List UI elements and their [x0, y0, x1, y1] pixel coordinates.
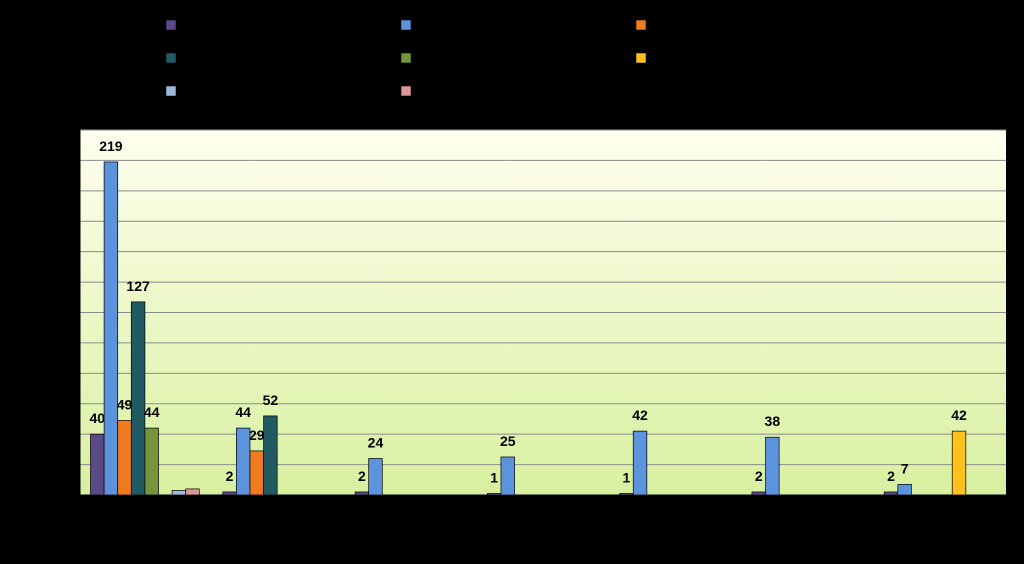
- data-label: 42: [632, 407, 648, 423]
- bar: [103, 161, 119, 496]
- data-label: 29: [249, 427, 265, 443]
- bar: [765, 436, 780, 496]
- bar: [185, 488, 200, 496]
- data-label: 25: [500, 433, 516, 449]
- data-label: 1: [623, 469, 631, 485]
- data-label: 7: [901, 460, 909, 476]
- data-label: 2: [887, 468, 895, 484]
- bar: [951, 430, 967, 496]
- legend-swatch: [635, 52, 647, 64]
- legend-swatch: [400, 85, 412, 97]
- data-label: 1: [490, 469, 498, 485]
- data-label: 42: [951, 407, 967, 423]
- data-label: 219: [99, 138, 123, 154]
- data-label: 2: [358, 468, 366, 484]
- bar: [130, 301, 146, 496]
- bar: [883, 491, 899, 496]
- bar: [249, 450, 264, 496]
- legend-swatch: [165, 52, 177, 64]
- bar: [897, 484, 912, 496]
- bar: [487, 493, 502, 496]
- legend-swatch: [165, 85, 177, 97]
- gridlines: [80, 129, 1006, 466]
- legend-swatch: [400, 19, 412, 31]
- data-label: 44: [144, 404, 160, 420]
- bar: [117, 420, 132, 496]
- data-label: 24: [368, 435, 384, 451]
- legend-swatch: [400, 52, 412, 64]
- data-label: 40: [90, 410, 106, 426]
- bar: [751, 491, 766, 496]
- bar: [171, 490, 187, 496]
- legend-swatch: [635, 19, 647, 31]
- data-label: 44: [235, 404, 251, 420]
- bar: [90, 433, 105, 496]
- data-label: 52: [263, 392, 279, 408]
- bar: [222, 491, 237, 496]
- legend: [165, 19, 647, 97]
- legend-swatch: [165, 19, 177, 31]
- data-label: 2: [226, 468, 234, 484]
- bar: [354, 491, 370, 496]
- bar: [368, 458, 383, 496]
- data-labels: 40 2 2 1 1 2 2 219 44 24 25 42 38 7 49 29 127 52 44 42: [90, 138, 968, 486]
- data-label: 38: [765, 413, 781, 429]
- bar: [236, 427, 251, 496]
- data-label: 2: [755, 468, 763, 484]
- data-label: 127: [126, 278, 150, 294]
- bar: [144, 427, 159, 496]
- bar: [263, 415, 278, 496]
- bar: [500, 456, 515, 496]
- bar: [632, 430, 648, 496]
- bars: [90, 161, 967, 496]
- data-label: 49: [117, 396, 133, 412]
- bar: [619, 493, 634, 496]
